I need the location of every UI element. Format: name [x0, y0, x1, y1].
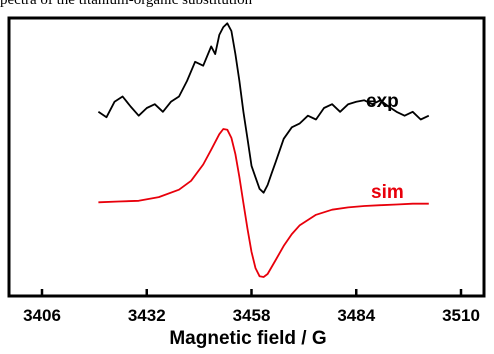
series-sim-label: sim: [371, 182, 404, 203]
series-sim-line: [98, 128, 429, 278]
x-axis-title: Magnetic field / G: [169, 328, 326, 349]
x-tick-label-3406: 3406: [23, 306, 61, 325]
x-tick-label-3432: 3432: [128, 306, 166, 325]
x-tick-label-3510: 3510: [442, 306, 480, 325]
plot-frame: [7, 16, 486, 298]
x-tick-label-3484: 3484: [337, 306, 375, 325]
series-exp-line: [97, 22, 430, 194]
x-axis-tick-labels: 3406 3432 3458 3484 3510: [23, 306, 480, 325]
series-exp-label: exp: [366, 91, 399, 112]
x-axis-ticks: [40, 289, 463, 296]
caption-text-fragment: pectra of the titanium-organic substitut…: [0, 0, 253, 8]
x-tick-label-3458: 3458: [233, 306, 271, 325]
